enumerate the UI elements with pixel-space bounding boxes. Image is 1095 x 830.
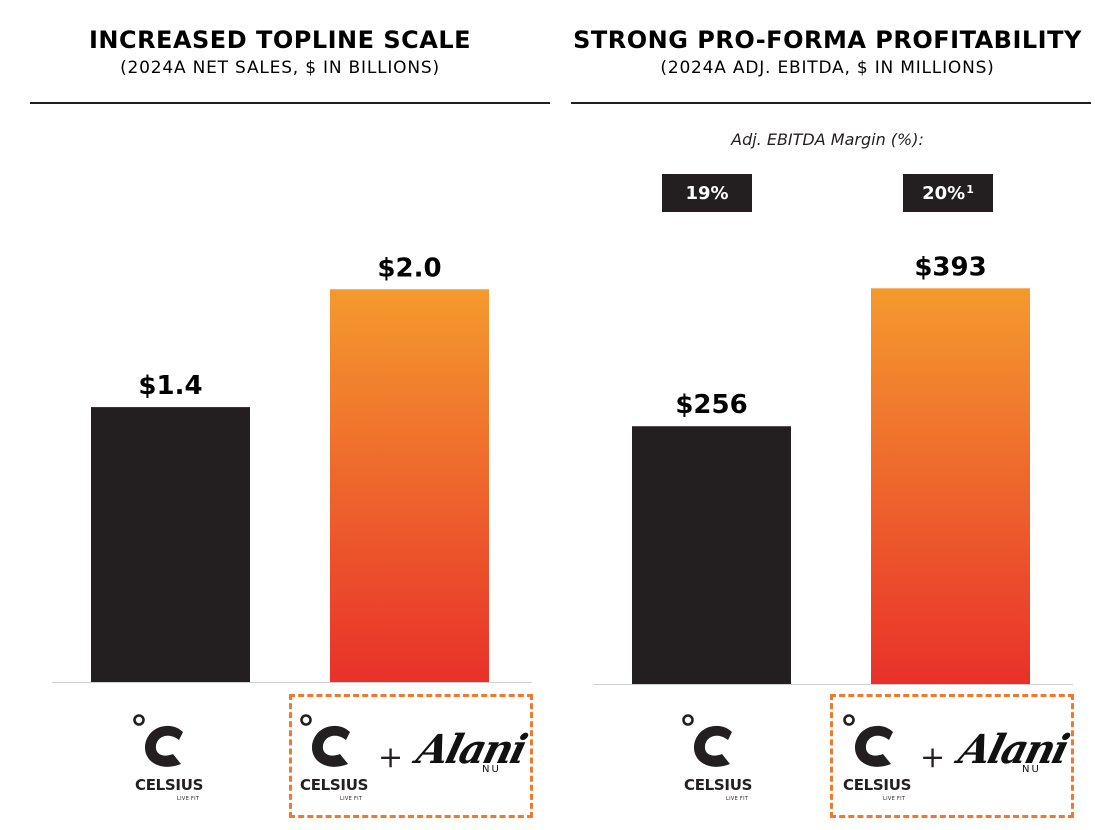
celsius-wordmark: CELSIUS bbox=[684, 776, 753, 794]
chart-title: STRONG PRO-FORMA PROFITABILITY bbox=[573, 26, 1082, 54]
chart-subtitle: (2024A ADJ. EBITDA, $ IN MILLIONS) bbox=[660, 58, 995, 78]
celsius-wordmark: CELSIUS bbox=[135, 776, 204, 794]
alani-wordmark: Alani bbox=[954, 726, 1073, 773]
data-label: $393 bbox=[914, 252, 986, 282]
alani-nu-mark: NU bbox=[482, 764, 501, 775]
footnote-marker: 1 bbox=[966, 182, 974, 196]
celsius-logo-combined: CELSIUS LIVE FIT bbox=[292, 712, 372, 807]
net-sales-chart: $1.4 $2.0 bbox=[52, 253, 532, 683]
celsius-tagline: LIVE FIT bbox=[340, 796, 363, 802]
celsius-tagline: LIVE FIT bbox=[177, 796, 200, 802]
celsius-tagline: LIVE FIT bbox=[726, 796, 749, 802]
bar-celsius bbox=[91, 407, 250, 682]
celsius-tagline: LIVE FIT bbox=[883, 796, 906, 802]
margin-label: Adj. EBITDA Margin (%): bbox=[731, 130, 924, 149]
net-sales-panel: INCREASED TOPLINE SCALE (2024A NET SALES… bbox=[30, 26, 550, 818]
celsius-wordmark: CELSIUS bbox=[300, 776, 369, 794]
celsius-logo-combined: CELSIUS LIVE FIT bbox=[835, 712, 915, 807]
combined-logo-box bbox=[830, 694, 1074, 818]
title-divider bbox=[571, 102, 1091, 104]
combined-logo-box bbox=[289, 694, 533, 818]
celsius-logo: CELSIUS LIVE FIT bbox=[125, 712, 205, 807]
data-label: $256 bbox=[675, 390, 747, 420]
alani-wordmark: Alani bbox=[412, 726, 531, 773]
chart-title: INCREASED TOPLINE SCALE bbox=[88, 26, 472, 54]
bar-combined bbox=[871, 288, 1030, 684]
celsius-c-icon bbox=[300, 714, 350, 767]
data-label: $2.0 bbox=[377, 253, 441, 283]
data-label: $1.4 bbox=[138, 371, 202, 401]
celsius-c-icon bbox=[682, 714, 732, 767]
margin-value: 20% bbox=[922, 182, 966, 204]
celsius-c-icon bbox=[133, 714, 183, 767]
chart-subtitle: (2024A NET SALES, $ IN BILLIONS) bbox=[120, 58, 440, 78]
margin-value: 19% bbox=[685, 182, 729, 204]
bar-combined bbox=[330, 289, 489, 682]
plus-sign: + bbox=[920, 740, 946, 775]
celsius-logo: CELSIUS LIVE FIT bbox=[674, 712, 754, 807]
celsius-c-icon bbox=[843, 714, 893, 767]
alani-nu-mark: NU bbox=[1022, 764, 1041, 775]
ebitda-chart: $256 $393 bbox=[593, 252, 1073, 685]
bar-celsius bbox=[632, 426, 791, 684]
celsius-wordmark: CELSIUS bbox=[843, 776, 912, 794]
plus-sign: + bbox=[378, 740, 404, 775]
margin-badge-combined: 20% 1 bbox=[903, 174, 993, 212]
margin-badge-celsius: 19% bbox=[662, 174, 752, 212]
title-divider bbox=[30, 102, 550, 104]
ebitda-panel: STRONG PRO-FORMA PROFITABILITY (2024A AD… bbox=[560, 0, 1095, 830]
